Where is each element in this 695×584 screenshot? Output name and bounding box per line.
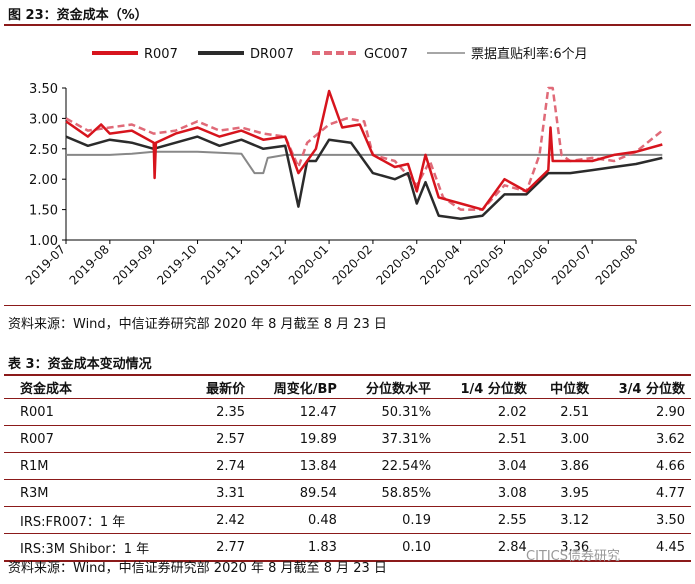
table-cell: 0.10 <box>342 533 438 562</box>
table-cell: IRS:3M Shibor：1 年 <box>4 533 189 562</box>
y-tick-label: 1.50 <box>29 204 58 219</box>
x-tick-label: 2019-10 <box>154 242 199 287</box>
column-header: 中位数 <box>532 374 596 399</box>
column-header: 周变化/BP <box>251 374 343 399</box>
legend-label: R007 <box>144 47 178 62</box>
table-cell: 3.95 <box>532 479 596 507</box>
series-line-R007 <box>65 89 663 211</box>
table-cell: 22.54% <box>342 452 438 480</box>
series-line-GC007 <box>65 86 664 211</box>
figure-source: 资料来源：Wind，中信证券研究部 2020 年 8 月截至 8 月 23 日 <box>8 317 387 332</box>
column-header: 1/4 分位数 <box>437 374 533 399</box>
x-tick-label: 2020-05 <box>461 242 506 287</box>
column-header: 分位数水平 <box>342 374 438 399</box>
table-cell: 50.31% <box>342 398 438 426</box>
table-cell: 2.77 <box>188 533 252 562</box>
table-cell: 0.48 <box>251 506 343 534</box>
table-cell: 2.74 <box>188 452 252 480</box>
table-cell: 58.85% <box>342 479 438 507</box>
table-cell: 3.04 <box>437 452 533 480</box>
table-cell: R3M <box>4 479 189 507</box>
table-cell: 12.47 <box>251 398 343 426</box>
x-tick-label: 2020-04 <box>417 242 462 287</box>
table-cell: 3.12 <box>532 506 596 534</box>
column-header: 资金成本 <box>4 374 189 399</box>
x-tick-label: 2020-07 <box>549 242 594 287</box>
table-cell: 2.55 <box>437 506 533 534</box>
table-cell: 2.02 <box>437 398 533 426</box>
table-cell: 89.54 <box>251 479 343 507</box>
table-source: 资料来源：Wind，中信证券研究部 2020 年 8 月截至 8 月 23 日 <box>8 561 387 576</box>
table-row: R3M 3.31 89.54 58.85% 3.08 3.95 4.77 <box>4 479 691 507</box>
table-cell: 0.19 <box>342 506 438 534</box>
x-tick-label: 2020-03 <box>374 242 419 287</box>
figure-title: 图 23：资金成本（%） <box>8 8 148 23</box>
x-tick-label: 2019-09 <box>110 242 155 287</box>
x-tick-label: 2020-06 <box>505 242 550 287</box>
cost-table: 资金成本 最新价 周变化/BP 分位数水平 1/4 分位数 中位数 3/4 分位数 R001… <box>4 374 691 562</box>
x-tick-label: 2020-08 <box>593 242 638 287</box>
table-cell: 3.00 <box>532 425 596 453</box>
legend-label: GC007 <box>364 47 408 62</box>
y-tick-label: 2.00 <box>29 173 58 188</box>
table-cell: 2.42 <box>188 506 252 534</box>
x-tick-label: 2019-08 <box>67 242 112 287</box>
table-cell: 4.45 <box>595 533 691 562</box>
table-cell: 13.84 <box>251 452 343 480</box>
table-cell: 2.35 <box>188 398 252 426</box>
table-cell: 19.89 <box>251 425 343 453</box>
table-cell: 37.31% <box>342 425 438 453</box>
watermark: CITICS债券研究 <box>526 549 621 564</box>
x-tick-label: 2019-11 <box>198 242 243 287</box>
legend-label: DR007 <box>250 47 294 62</box>
table-cell: IRS:FR007：1 年 <box>4 506 189 534</box>
x-tick-label: 2020-02 <box>330 242 375 287</box>
column-header: 3/4 分位数 <box>595 374 691 399</box>
table-cell: 3.08 <box>437 479 533 507</box>
x-tick-label: 2020-01 <box>286 242 331 287</box>
table-row: R1M 2.74 13.84 22.54% 3.04 3.86 4.66 <box>4 452 691 480</box>
table-cell: 3.86 <box>532 452 596 480</box>
table-cell: 4.66 <box>595 452 691 480</box>
table-title: 表 3：资金成本变动情况 <box>8 357 152 372</box>
series-line-DR007 <box>65 135 663 220</box>
figure-bottom-rule <box>4 305 691 306</box>
table-cell: 1.83 <box>251 533 343 562</box>
x-tick-label: 2019-12 <box>242 242 287 287</box>
table-cell: 2.57 <box>188 425 252 453</box>
legend-label: 票据直贴利率:6个月 <box>471 46 588 62</box>
figure-top-rule <box>4 24 691 26</box>
x-tick-label: 2019-07 <box>23 242 68 287</box>
table-body: R001 2.35 12.47 50.31% 2.02 2.51 2.90 R007 2.57 1… <box>4 398 691 562</box>
table-cell: 3.50 <box>595 506 691 534</box>
line-chart: 3.503.002.502.001.501.002019-072019-0820… <box>23 46 664 288</box>
y-tick-label: 1.00 <box>29 234 58 249</box>
table-cell: 2.51 <box>437 425 533 453</box>
y-tick-label: 3.50 <box>29 82 58 97</box>
table-cell: R001 <box>4 398 189 426</box>
table-cell: 2.90 <box>595 398 691 426</box>
table-cell: 2.51 <box>532 398 596 426</box>
table-header-row: 资金成本 最新价 周变化/BP 分位数水平 1/4 分位数 中位数 3/4 分位数 <box>4 374 691 399</box>
column-header: 最新价 <box>188 374 252 399</box>
table-row: R001 2.35 12.47 50.31% 2.02 2.51 2.90 <box>4 398 691 426</box>
y-tick-label: 2.50 <box>29 143 58 158</box>
table-cell: 3.36 <box>532 533 596 562</box>
table-row: IRS:FR007：1 年 2.42 0.48 0.19 2.55 3.12 3.50 <box>4 506 691 534</box>
table-row: IRS:3M Shibor：1 年 2.77 1.83 0.10 2.84 3.36 4.4… <box>4 533 691 562</box>
table-cell: R1M <box>4 452 189 480</box>
table-cell: R007 <box>4 425 189 453</box>
series-line-票据直贴利率:6个月 <box>66 150 663 175</box>
table-cell: 2.84 <box>437 533 533 562</box>
y-tick-label: 3.00 <box>29 112 58 127</box>
table-cell: 3.31 <box>188 479 252 507</box>
table-cell: 4.77 <box>595 479 691 507</box>
table-cell: 3.62 <box>595 425 691 453</box>
table-row: R007 2.57 19.89 37.31% 2.51 3.00 3.62 <box>4 425 691 453</box>
